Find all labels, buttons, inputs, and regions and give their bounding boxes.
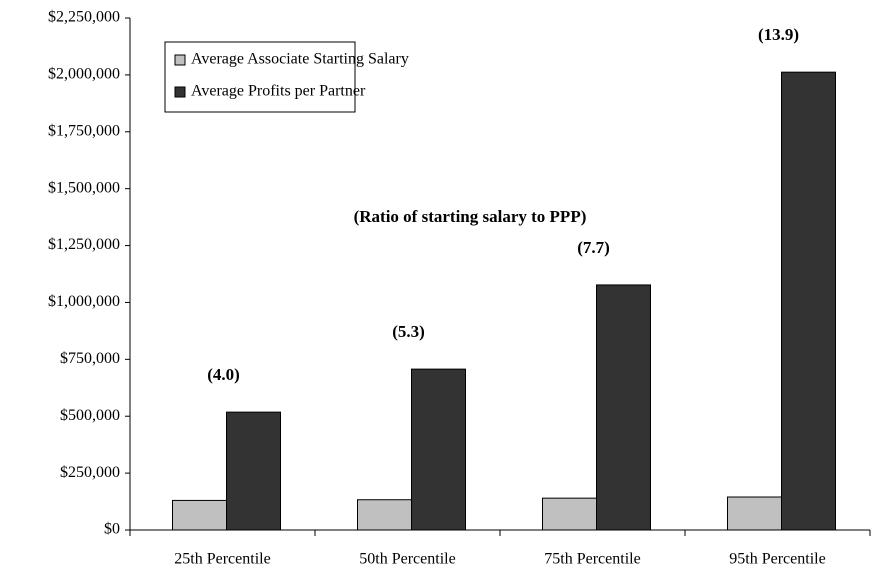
bar bbox=[781, 71, 836, 531]
x-tick-label: 50th Percentile bbox=[359, 551, 455, 568]
legend-swatch bbox=[174, 54, 186, 66]
bar bbox=[411, 368, 466, 531]
y-tick-label: $250,000 bbox=[60, 464, 120, 481]
y-tick-label: $750,000 bbox=[60, 350, 120, 367]
bar bbox=[172, 499, 227, 531]
y-tick-label: $2,250,000 bbox=[48, 9, 120, 26]
annotation: (Ratio of starting salary to PPP) bbox=[354, 207, 587, 226]
ratio-label: (7.7) bbox=[577, 238, 610, 257]
y-tick-label: $2,000,000 bbox=[48, 66, 120, 83]
x-tick-label: 95th Percentile bbox=[729, 551, 825, 568]
legend-swatch bbox=[174, 86, 186, 98]
ratio-label: (4.0) bbox=[207, 365, 240, 384]
y-tick-label: $1,000,000 bbox=[48, 293, 120, 310]
legend-label: Average Associate Starting Salary bbox=[191, 51, 409, 68]
legend-box bbox=[164, 41, 356, 113]
y-tick-label: $0 bbox=[104, 521, 120, 538]
x-tick-label: 75th Percentile bbox=[544, 551, 640, 568]
bar bbox=[727, 496, 782, 531]
y-tick-label: $1,750,000 bbox=[48, 122, 120, 139]
y-tick-label: $500,000 bbox=[60, 407, 120, 424]
ratio-label: (5.3) bbox=[392, 322, 425, 341]
legend-label: Average Profits per Partner bbox=[191, 83, 366, 100]
bar bbox=[226, 411, 281, 531]
x-tick-label: 25th Percentile bbox=[174, 551, 270, 568]
y-tick-label: $1,500,000 bbox=[48, 179, 120, 196]
bar bbox=[542, 497, 597, 531]
bar bbox=[357, 499, 412, 531]
y-tick-label: $1,250,000 bbox=[48, 236, 120, 253]
bar bbox=[596, 284, 651, 531]
ratio-label: (13.9) bbox=[758, 25, 799, 44]
